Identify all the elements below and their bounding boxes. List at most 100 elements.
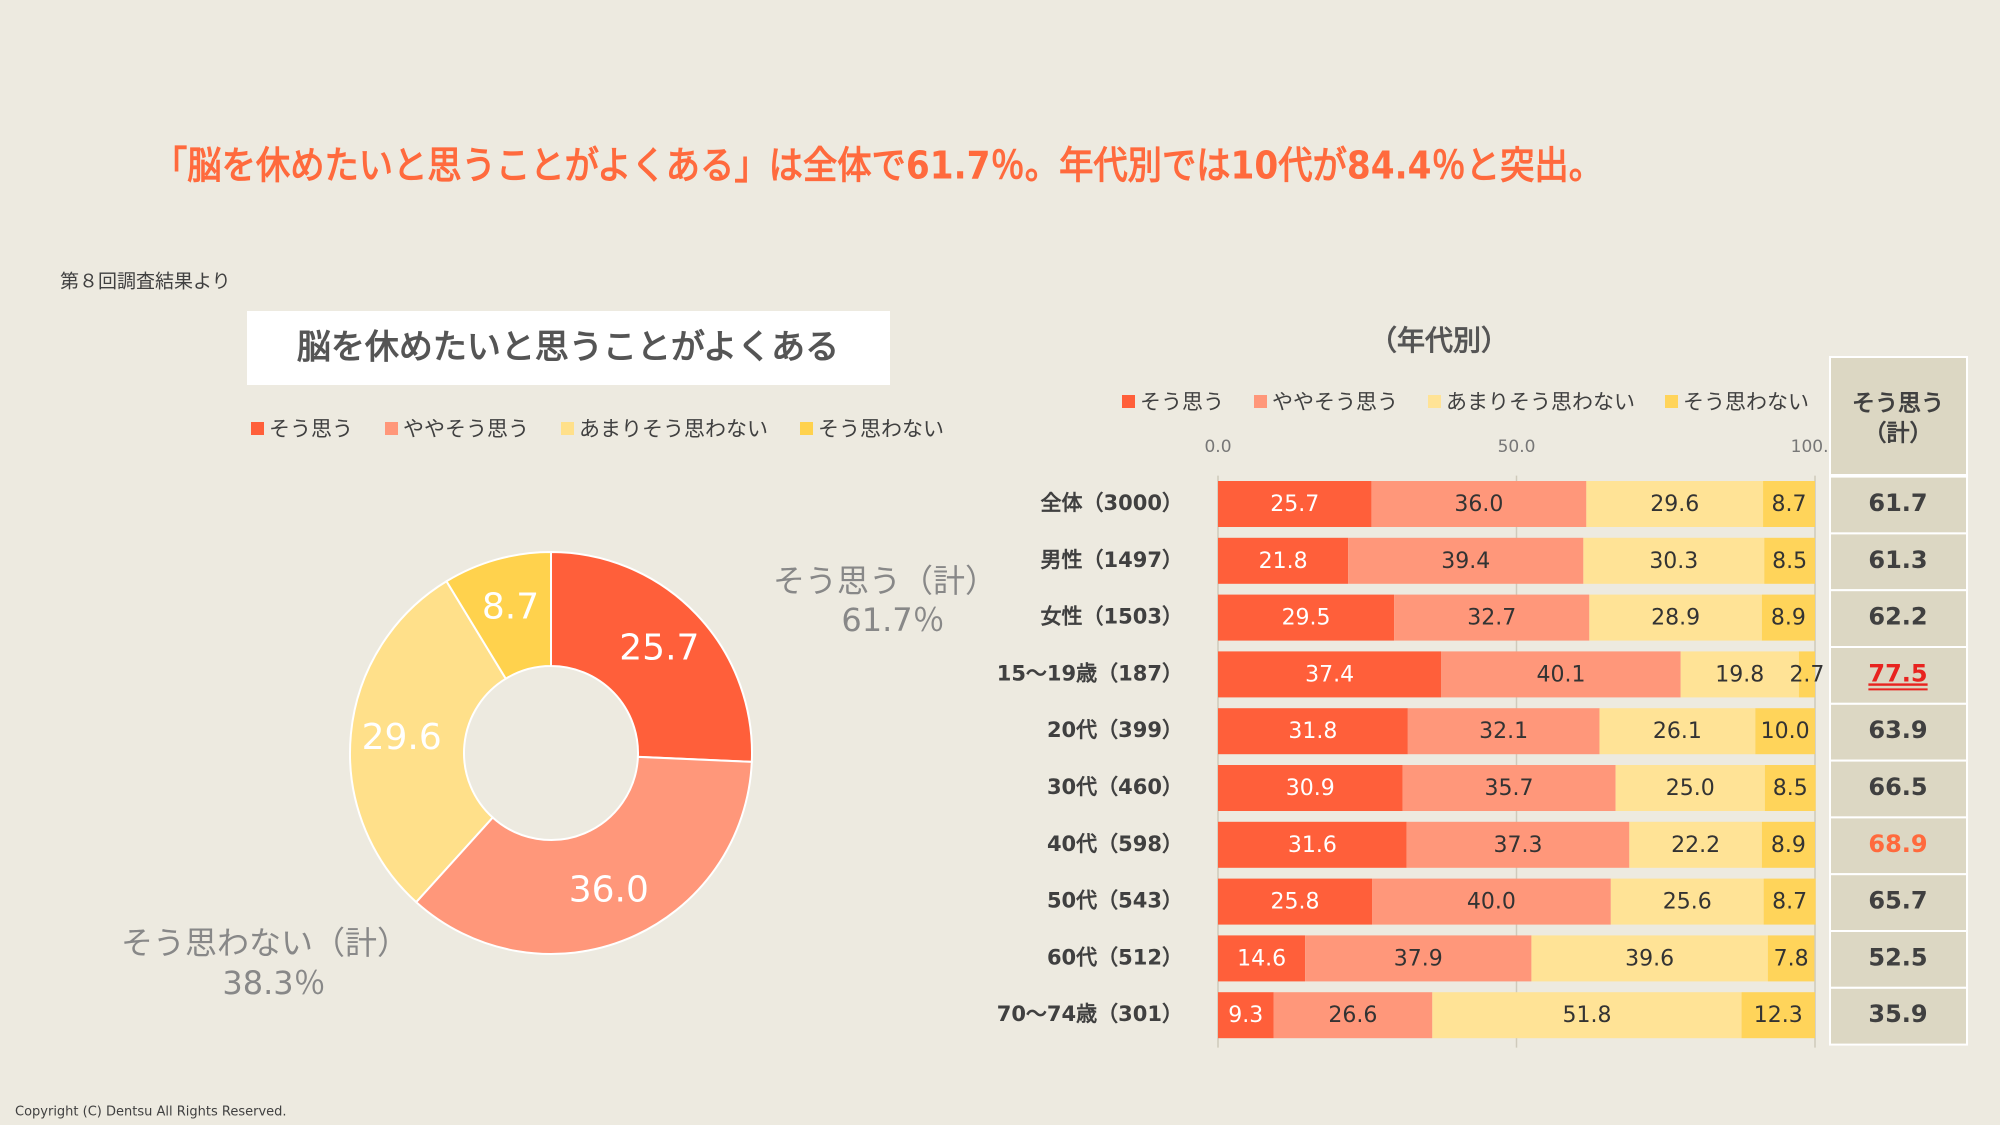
bar-segment (1599, 708, 1756, 755)
bar-segment (1218, 651, 1442, 698)
legend-label: あまりそう思わない (579, 417, 768, 441)
bar-value-label: 25.0 (1666, 776, 1715, 801)
legend-swatch (1665, 395, 1678, 408)
bar-segment (1348, 537, 1584, 584)
legend-label: ややそう思う (403, 417, 529, 441)
bar-value-label: 25.7 (1270, 492, 1319, 517)
bar-segment (1218, 935, 1306, 982)
legend-swatch (561, 422, 574, 435)
bar-value-label: 26.1 (1653, 719, 1702, 744)
bar-value-label: 25.8 (1271, 890, 1320, 915)
annotation-value: 38.3％ (222, 964, 325, 1002)
bar-value-label: 51.8 (1562, 1003, 1611, 1028)
bar-value-label: 40.0 (1467, 890, 1516, 915)
bar-value-label: 30.9 (1286, 776, 1335, 801)
bar-segment (1372, 878, 1611, 925)
total-value: 63.9 (1868, 716, 1927, 744)
bar-segment (1432, 992, 1742, 1039)
bar-value-label: 12.3 (1754, 1003, 1803, 1028)
bar-value-label: 37.9 (1394, 946, 1443, 971)
total-cell (1829, 475, 1968, 535)
legend-label: ややそう思う (1272, 390, 1398, 414)
x-tick-label: 0.0 (1204, 437, 1231, 457)
row-label: 全体（3000） (1041, 491, 1183, 515)
bar-segment (1218, 821, 1407, 868)
bar-segment (1218, 878, 1373, 925)
x-tick-label: 50.0 (1498, 437, 1536, 457)
bar-value-label: 19.8 (1715, 662, 1764, 687)
donut-segment (349, 579, 508, 904)
row-label: 30代（460） (1047, 775, 1183, 799)
bar-value-label: 14.6 (1237, 946, 1286, 971)
bar-segment (1615, 765, 1765, 811)
annotation-value: 61.7％ (841, 601, 944, 639)
bar-chart-title: （年代別） (1369, 324, 1509, 357)
bar-segment (1406, 821, 1630, 868)
donut-value-label: 8.7 (482, 587, 539, 628)
donut-value-label: 25.7 (619, 627, 699, 668)
legend-label: そう思わない (1683, 390, 1809, 414)
total-cell (1829, 589, 1968, 649)
legend-swatch (800, 422, 813, 435)
bar-segment (1218, 708, 1408, 755)
total-value: 35.9 (1868, 1000, 1927, 1028)
bar-value-label: 32.7 (1467, 606, 1516, 631)
bar-value-label: 29.5 (1282, 606, 1331, 631)
bar-segment (1371, 481, 1587, 527)
row-label: 男性（1497） (1041, 548, 1183, 572)
bar-value-label: 8.7 (1772, 492, 1807, 517)
bar-value-label: 26.6 (1328, 1003, 1377, 1028)
total-value: 68.9 (1868, 830, 1927, 858)
legend-swatch (385, 422, 398, 435)
total-value: 52.5 (1868, 943, 1927, 971)
row-label: 15～19歳（187） (997, 661, 1183, 685)
legend-label: あまりそう思わない (1446, 390, 1635, 414)
row-label: 70～74歳（301） (997, 1002, 1183, 1026)
row-label: 20代（399） (1047, 718, 1183, 742)
total-cell (1829, 702, 1968, 762)
row-label: 50代（543） (1047, 889, 1183, 913)
bar-segment (1583, 537, 1765, 584)
bar-value-label: 8.9 (1771, 833, 1806, 858)
bar-segment (1764, 537, 1815, 584)
bar-segment (1407, 708, 1600, 755)
legend-swatch (251, 422, 264, 435)
bar-segment (1610, 878, 1764, 925)
bar-segment (1305, 935, 1532, 982)
bar-segment (1273, 992, 1433, 1039)
bar-value-label: 31.8 (1288, 719, 1337, 744)
bar-value-label: 8.9 (1771, 606, 1806, 631)
legend-label: そう思う (1140, 390, 1224, 414)
bar-value-label: 8.5 (1773, 776, 1808, 801)
bar-value-label: 10.0 (1761, 719, 1810, 744)
bar-value-label: 35.7 (1485, 776, 1534, 801)
bar-segment (1441, 651, 1681, 698)
bar-segment (1531, 935, 1768, 982)
bar-value-label: 37.3 (1494, 833, 1543, 858)
bar-value-label: 29.6 (1650, 492, 1699, 517)
bar-value-label: 40.1 (1536, 662, 1585, 687)
bar-value-label: 21.8 (1259, 549, 1308, 574)
total-cell (1829, 759, 1968, 819)
annotation-label: そう思う（計） (773, 562, 997, 600)
donut-value-label: 36.0 (569, 869, 649, 910)
bar-segment (1755, 708, 1815, 755)
bar-value-label: 31.6 (1288, 833, 1337, 858)
bar-segment (1798, 651, 1815, 698)
row-label: 女性（1503） (1041, 605, 1183, 629)
donut-segment (445, 550, 552, 681)
bar-segment (1589, 594, 1762, 641)
total-cell (1829, 646, 1968, 705)
bar-value-label: 28.9 (1651, 606, 1700, 631)
x-tick-label: 100.0 (1791, 437, 1840, 457)
bar-segment (1761, 821, 1815, 868)
bar-segment (1763, 878, 1816, 925)
bar-value-label: 39.4 (1441, 549, 1490, 574)
total-header-cell (1829, 356, 1968, 476)
total-value: 77.5 (1868, 659, 1927, 687)
bar-segment (1741, 992, 1815, 1039)
bar-segment (1394, 594, 1590, 641)
legend-label: そう思わない (818, 417, 944, 441)
bar-value-label: 22.2 (1671, 833, 1720, 858)
